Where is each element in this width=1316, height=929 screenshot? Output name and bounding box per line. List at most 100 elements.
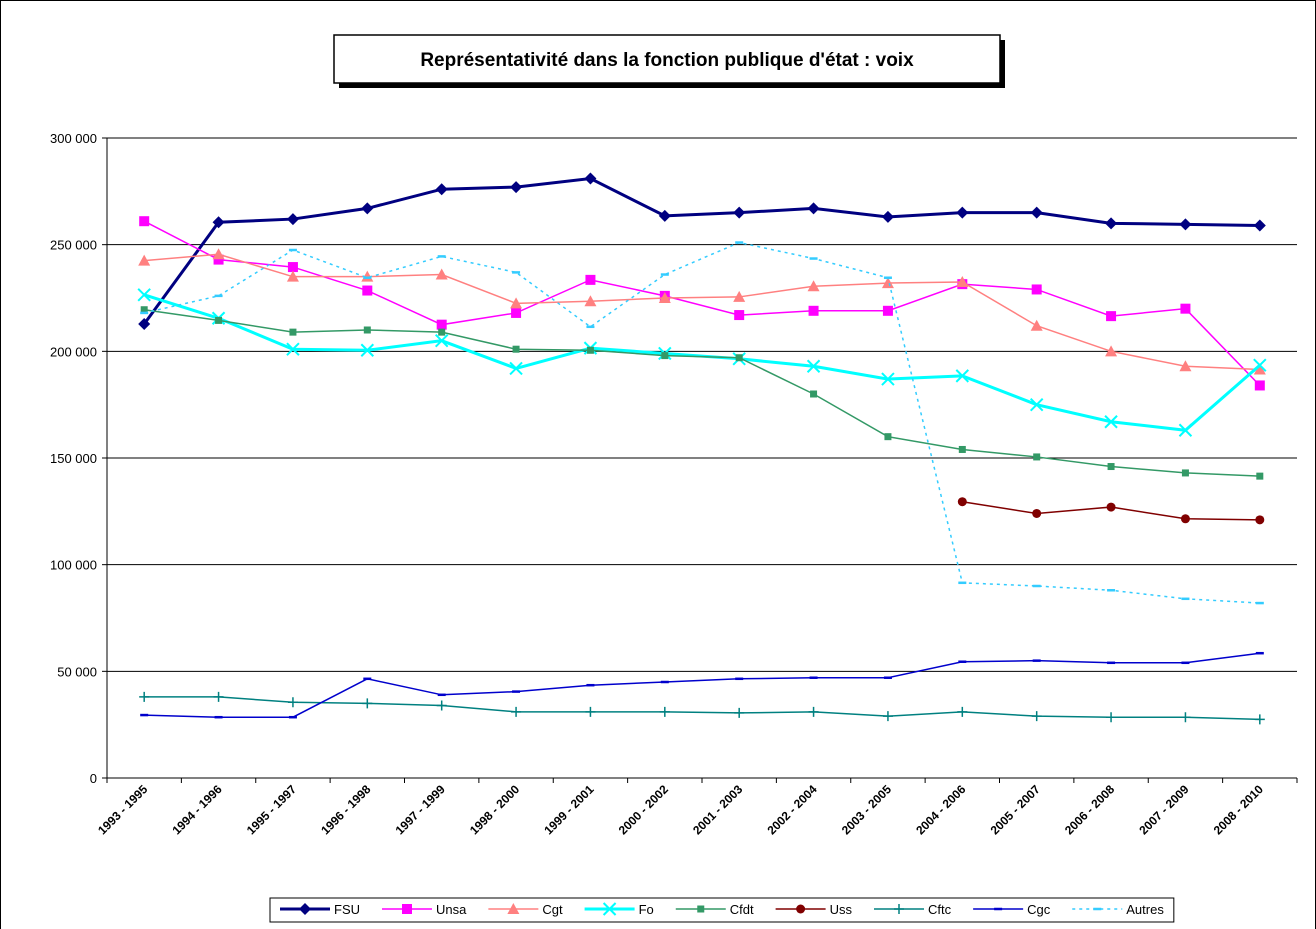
marker — [956, 276, 969, 287]
marker — [881, 277, 894, 289]
marker — [1254, 714, 1265, 725]
marker — [1106, 311, 1117, 322]
marker — [511, 706, 522, 717]
y-tick-label: 150 000 — [50, 451, 97, 466]
marker — [510, 297, 523, 309]
marker — [810, 390, 818, 398]
legend-label: Cftc — [928, 902, 952, 917]
marker — [1180, 712, 1191, 723]
marker — [299, 903, 311, 915]
y-tick-label: 250 000 — [50, 238, 97, 253]
y-tick-label: 200 000 — [50, 344, 97, 359]
legend-label: Fo — [639, 902, 654, 917]
marker — [658, 209, 671, 222]
marker — [286, 213, 299, 226]
marker — [509, 361, 523, 376]
marker — [584, 295, 597, 307]
legend-label: Cfdt — [730, 902, 754, 917]
marker — [1032, 508, 1042, 518]
marker — [956, 206, 969, 219]
legend-label: Cgc — [1027, 902, 1051, 917]
marker — [807, 280, 820, 292]
marker — [955, 369, 970, 383]
marker — [139, 216, 150, 227]
series-line — [144, 696, 1260, 721]
marker — [1030, 319, 1043, 331]
marker — [1033, 453, 1041, 461]
marker — [512, 345, 520, 353]
marker — [212, 248, 225, 260]
marker — [1180, 514, 1190, 524]
series-line — [144, 652, 1260, 718]
marker — [510, 181, 523, 194]
marker — [734, 707, 745, 718]
marker — [1181, 469, 1189, 477]
series-line — [142, 176, 1260, 325]
series-line — [143, 220, 1261, 386]
marker — [882, 711, 893, 722]
legend-label: Cgt — [542, 902, 563, 917]
marker — [213, 691, 224, 702]
legend: FSU Unsa Cgt Fo Cfdt Uss Cftc Cgc Autres — [269, 897, 1175, 923]
marker — [884, 433, 892, 441]
marker — [1107, 463, 1115, 471]
series-line — [144, 241, 1260, 604]
marker — [435, 183, 448, 196]
marker — [360, 343, 375, 357]
series-line — [144, 308, 1260, 477]
marker — [957, 706, 968, 717]
marker — [807, 202, 820, 215]
marker — [287, 697, 298, 708]
marker — [585, 274, 596, 285]
marker — [735, 354, 743, 362]
marker — [140, 306, 148, 314]
series-line — [144, 253, 1260, 371]
marker — [1253, 219, 1266, 232]
marker — [697, 905, 705, 913]
marker — [658, 292, 671, 303]
legend-label: Unsa — [436, 902, 467, 917]
marker — [286, 270, 299, 282]
marker — [362, 698, 373, 709]
marker — [363, 326, 371, 334]
marker — [287, 262, 298, 273]
title-box — [333, 34, 1001, 84]
y-tick-label: 0 — [90, 771, 97, 786]
marker — [1254, 380, 1265, 391]
marker — [436, 700, 447, 711]
marker — [213, 254, 224, 265]
marker — [734, 310, 745, 321]
marker — [1179, 360, 1192, 372]
marker — [1105, 345, 1118, 357]
marker — [957, 497, 967, 507]
marker — [289, 328, 297, 336]
marker — [1253, 363, 1266, 375]
y-tick-label: 100 000 — [50, 558, 97, 573]
marker — [602, 902, 617, 916]
marker — [1256, 472, 1264, 480]
marker — [1104, 415, 1118, 429]
marker — [1106, 502, 1116, 512]
marker — [434, 333, 449, 348]
marker — [137, 288, 151, 302]
legend-box — [269, 897, 1175, 923]
chart-title: Représentativité dans la fonction publiq… — [420, 50, 914, 71]
marker — [1255, 515, 1265, 525]
marker — [507, 903, 520, 914]
marker — [139, 691, 150, 702]
legend-label: Uss — [830, 902, 853, 917]
marker — [138, 254, 151, 266]
marker — [881, 210, 894, 223]
marker — [1178, 423, 1193, 437]
marker — [894, 904, 904, 914]
marker — [212, 216, 225, 229]
legend-label: Autres — [1126, 902, 1164, 917]
marker — [586, 346, 594, 354]
marker — [1106, 712, 1117, 723]
marker — [286, 342, 300, 356]
marker — [361, 202, 374, 215]
marker — [584, 172, 597, 185]
marker — [138, 318, 151, 331]
